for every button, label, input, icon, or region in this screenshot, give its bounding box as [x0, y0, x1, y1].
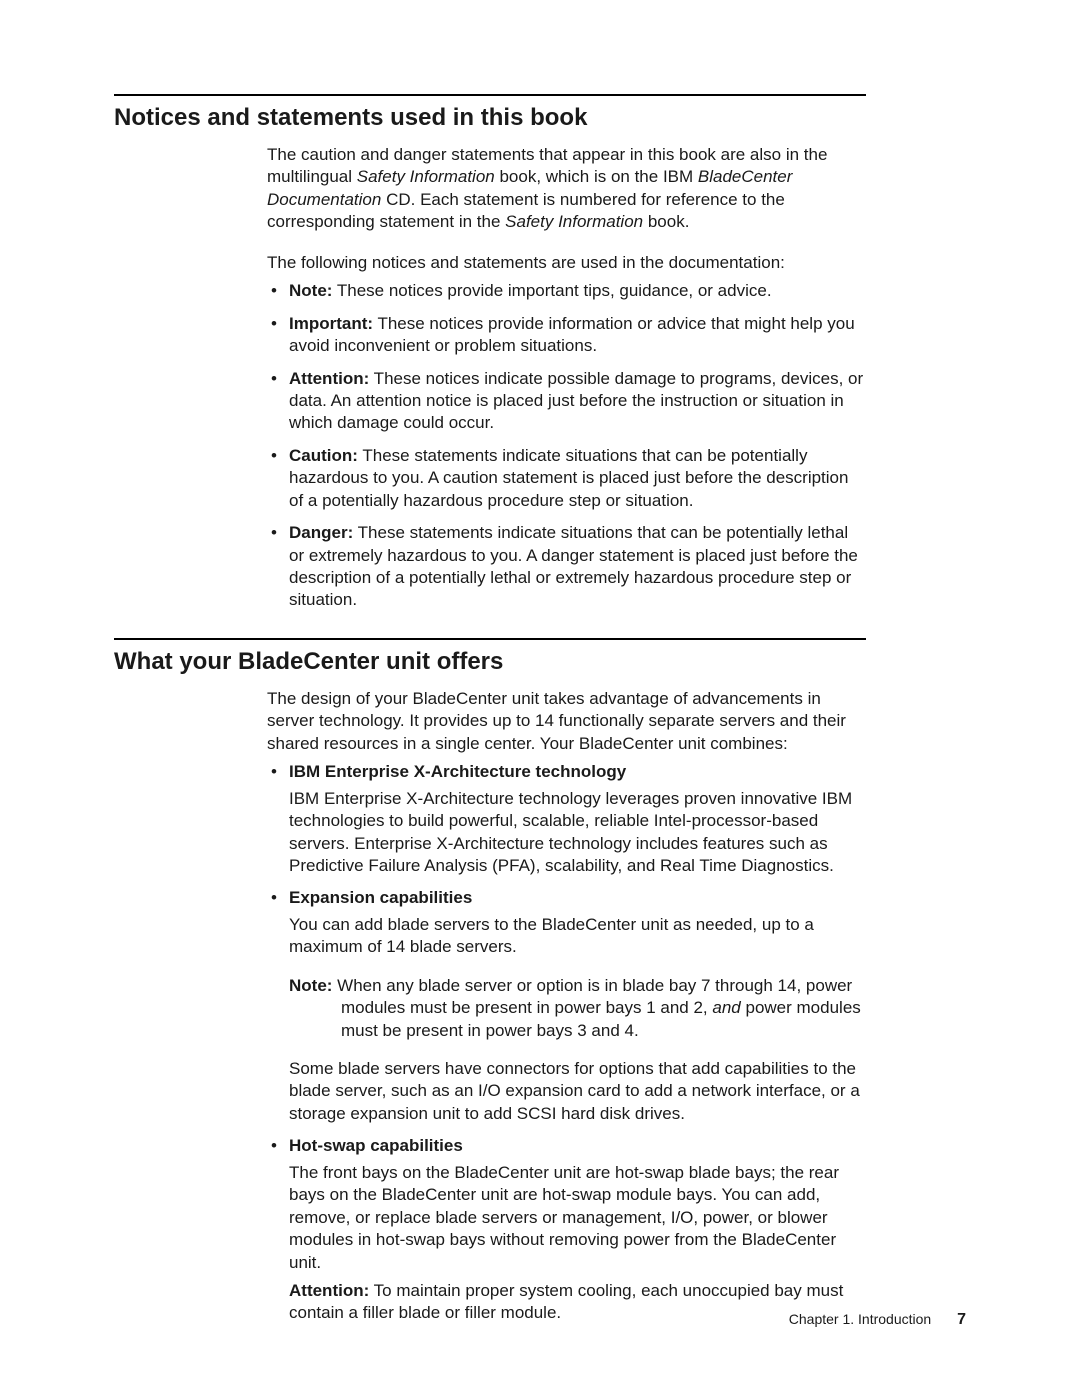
- section1-list: Note: These notices provide important ti…: [267, 280, 867, 612]
- text-italic: Safety Information: [357, 167, 495, 186]
- list-item-head: Attention:: [289, 369, 369, 388]
- list-item-text: These notices indicate possible damage t…: [289, 369, 863, 433]
- list-item-head: IBM Enterprise X-Architecture technology: [289, 762, 626, 781]
- list-item: Expansion capabilities You can add blade…: [267, 887, 867, 1125]
- list-item: Caution: These statements indicate situa…: [267, 445, 867, 512]
- list-item-body: The front bays on the BladeCenter unit a…: [289, 1162, 867, 1274]
- attention-text: To maintain proper system cooling, each …: [289, 1281, 843, 1322]
- section1-intro: The caution and danger statements that a…: [267, 144, 867, 234]
- list-item-head: Danger:: [289, 523, 353, 542]
- list-item-text: These notices provide important tips, gu…: [332, 281, 771, 300]
- list-item-head: Important:: [289, 314, 373, 333]
- section-rule: [114, 94, 866, 96]
- text-italic: and: [712, 998, 740, 1017]
- list-item-body: You can add blade servers to the BladeCe…: [289, 914, 867, 959]
- section2-heading: What your BladeCenter unit offers: [114, 648, 866, 676]
- list-item-note: Note: When any blade server or option is…: [289, 975, 867, 1042]
- note-label: Note:: [289, 976, 332, 995]
- list-item-head: Note:: [289, 281, 332, 300]
- section2-body: The design of your BladeCenter unit take…: [267, 688, 867, 1325]
- footer-page-number: 7: [957, 1311, 966, 1328]
- list-item: Note: These notices provide important ti…: [267, 280, 867, 302]
- page: Notices and statements used in this book…: [0, 0, 1080, 1397]
- footer-chapter: Chapter 1. Introduction: [789, 1311, 931, 1327]
- section1-body: The caution and danger statements that a…: [267, 144, 867, 612]
- list-item-text: These statements indicate situations tha…: [289, 523, 858, 609]
- text-italic: Safety Information: [505, 212, 643, 231]
- section-rule: [114, 638, 866, 640]
- text: book.: [643, 212, 689, 231]
- list-item-head: Hot-swap capabilities: [289, 1136, 463, 1155]
- section1-heading: Notices and statements used in this book: [114, 104, 866, 132]
- list-item: Attention: These notices indicate possib…: [267, 368, 867, 435]
- list-item-head: Caution:: [289, 446, 358, 465]
- section1-lead: The following notices and statements are…: [267, 252, 867, 274]
- list-item-body2: Some blade servers have connectors for o…: [289, 1058, 867, 1125]
- attention-label: Attention:: [289, 1281, 369, 1300]
- page-content: Notices and statements used in this book…: [114, 94, 866, 1339]
- list-item-text: These statements indicate situations tha…: [289, 446, 848, 510]
- list-item-attention: Attention: To maintain proper system coo…: [289, 1280, 867, 1325]
- list-item: Important: These notices provide informa…: [267, 313, 867, 358]
- page-footer: Chapter 1. Introduction 7: [789, 1311, 966, 1329]
- list-item: Danger: These statements indicate situat…: [267, 522, 867, 612]
- list-item: Hot-swap capabilities The front bays on …: [267, 1135, 867, 1325]
- list-item: IBM Enterprise X-Architecture technology…: [267, 761, 867, 877]
- text: book, which is on the IBM: [495, 167, 698, 186]
- list-item-text: These notices provide information or adv…: [289, 314, 855, 355]
- section2-intro: The design of your BladeCenter unit take…: [267, 688, 867, 755]
- section2-list: IBM Enterprise X-Architecture technology…: [267, 761, 867, 1325]
- list-item-body: IBM Enterprise X-Architecture technology…: [289, 788, 867, 878]
- list-item-head: Expansion capabilities: [289, 888, 472, 907]
